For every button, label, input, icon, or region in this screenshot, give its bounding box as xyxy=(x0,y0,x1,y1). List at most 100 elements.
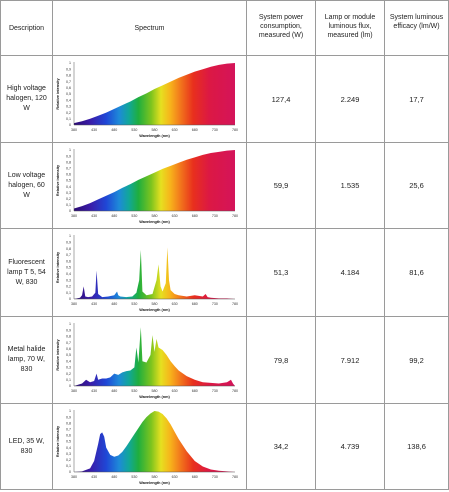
y-tick-label: 0,7 xyxy=(66,167,71,171)
flux-value: 4.739 xyxy=(315,403,385,490)
y-tick-label: 0 xyxy=(69,384,71,388)
x-tick-label: 680 xyxy=(192,389,198,393)
spectrum-cell: 0 0,1 0,2 0,3 0,4 0,5 0,6 0,7 0,8 0,9 1 380 430 480 53… xyxy=(52,316,247,404)
lamp-description: Metal halide lamp, 70 W, 830 xyxy=(0,316,53,404)
power-value: 127,4 xyxy=(246,55,316,143)
x-tick-label: 430 xyxy=(91,128,97,132)
y-tick-label: 0,1 xyxy=(66,203,71,207)
y-tick-label: 0,6 xyxy=(66,86,71,90)
y-tick-label: 0,3 xyxy=(66,278,71,282)
y-axis-title: Relative intensity xyxy=(56,251,60,283)
y-tick-label: 0,7 xyxy=(66,253,71,257)
y-axis-title: Relative intensity xyxy=(56,164,60,196)
lamp-description: Low voltage halogen, 60 W xyxy=(0,142,53,229)
y-tick-label: 0,3 xyxy=(66,191,71,195)
spectrum-cell: 0 0,1 0,2 0,3 0,4 0,5 0,6 0,7 0,8 0,9 1 380 430 480 53… xyxy=(52,55,247,143)
x-tick-label: 780 xyxy=(232,475,238,479)
header-flux: Lamp or module luminous flux, measured (… xyxy=(315,0,385,56)
flux-value: 7.912 xyxy=(315,316,385,404)
x-tick-label: 380 xyxy=(71,389,77,393)
spectrum-chart: 0 0,1 0,2 0,3 0,4 0,5 0,6 0,7 0,8 0,9 1 380 430 480 53… xyxy=(56,234,238,312)
x-tick-label: 380 xyxy=(71,302,77,306)
lamp-description: LED, 35 W, 830 xyxy=(0,403,53,490)
table-header-row: Description Spectrum System power consum… xyxy=(0,0,449,56)
x-tick-label: 380 xyxy=(71,128,77,132)
y-tick-label: 0,9 xyxy=(66,67,71,71)
x-tick-label: 530 xyxy=(131,214,137,218)
y-tick-label: 0,6 xyxy=(66,259,71,263)
x-tick-label: 680 xyxy=(192,214,198,218)
x-axis-title: Wavelength (nm) xyxy=(139,134,170,138)
y-tick-label: 1 xyxy=(69,61,71,65)
x-axis-title: Wavelength (nm) xyxy=(139,220,170,224)
spectrum-area xyxy=(74,150,235,211)
x-tick-label: 480 xyxy=(111,302,117,306)
x-tick-label: 580 xyxy=(152,302,158,306)
y-tick-label: 0,1 xyxy=(66,378,71,382)
efficacy-value: 99,2 xyxy=(384,316,449,404)
x-tick-label: 580 xyxy=(152,214,158,218)
table-row: Low voltage halogen, 60 W 0 0,1 0,2 0,3 0,4 0… xyxy=(0,142,449,229)
y-tick-label: 0,8 xyxy=(66,421,71,425)
power-value: 34,2 xyxy=(246,403,316,490)
y-tick-label: 1 xyxy=(69,234,71,238)
x-axis-title: Wavelength (nm) xyxy=(139,395,170,399)
y-tick-label: 1 xyxy=(69,409,71,413)
y-tick-label: 0,4 xyxy=(66,446,71,450)
y-tick-label: 0,8 xyxy=(66,335,71,339)
power-value: 51,3 xyxy=(246,228,316,317)
y-tick-label: 0,5 xyxy=(66,440,71,444)
x-tick-label: 630 xyxy=(172,475,178,479)
y-tick-label: 0,5 xyxy=(66,179,71,183)
x-tick-label: 630 xyxy=(172,214,178,218)
flux-value: 4.184 xyxy=(315,228,385,317)
x-axis-title: Wavelength (nm) xyxy=(139,308,170,312)
x-tick-label: 780 xyxy=(232,128,238,132)
x-tick-label: 430 xyxy=(91,389,97,393)
x-tick-label: 530 xyxy=(131,389,137,393)
x-tick-label: 580 xyxy=(152,389,158,393)
y-tick-label: 0,1 xyxy=(66,117,71,121)
spectrum-chart: 0 0,1 0,2 0,3 0,4 0,5 0,6 0,7 0,8 0,9 1 380 430 480 53… xyxy=(56,322,238,399)
y-tick-label: 0,4 xyxy=(66,359,71,363)
x-tick-label: 780 xyxy=(232,302,238,306)
x-tick-label: 730 xyxy=(212,128,218,132)
x-tick-label: 730 xyxy=(212,475,218,479)
y-tick-label: 0,2 xyxy=(66,197,71,201)
spectrum-cell: 0 0,1 0,2 0,3 0,4 0,5 0,6 0,7 0,8 0,9 1 380 430 480 53… xyxy=(52,403,247,490)
y-tick-label: 0,4 xyxy=(66,185,71,189)
y-tick-label: 0,4 xyxy=(66,98,71,102)
y-tick-label: 0,6 xyxy=(66,173,71,177)
x-tick-label: 780 xyxy=(232,214,238,218)
header-spectrum: Spectrum xyxy=(52,0,247,56)
x-tick-label: 530 xyxy=(131,128,137,132)
efficacy-value: 25,6 xyxy=(384,142,449,229)
efficacy-value: 138,6 xyxy=(384,403,449,490)
spectrum-chart: 0 0,1 0,2 0,3 0,4 0,5 0,6 0,7 0,8 0,9 1 380 430 480 53… xyxy=(56,61,238,138)
y-tick-label: 0,5 xyxy=(66,353,71,357)
spectrum-area xyxy=(74,327,235,386)
x-tick-label: 780 xyxy=(232,389,238,393)
efficacy-value: 17,7 xyxy=(384,55,449,143)
x-tick-label: 730 xyxy=(212,389,218,393)
spectrum-area xyxy=(74,63,235,125)
x-tick-label: 380 xyxy=(71,475,77,479)
table-row: Metal halide lamp, 70 W, 830 0 0,1 0,2 0,3 0… xyxy=(0,316,449,404)
y-tick-label: 0,2 xyxy=(66,372,71,376)
x-tick-label: 630 xyxy=(172,128,178,132)
y-tick-label: 1 xyxy=(69,322,71,326)
x-tick-label: 430 xyxy=(91,214,97,218)
spectrum-chart: 0 0,1 0,2 0,3 0,4 0,5 0,6 0,7 0,8 0,9 1 380 430 480 53… xyxy=(56,409,238,485)
flux-value: 2.249 xyxy=(315,55,385,143)
y-tick-label: 0,7 xyxy=(66,428,71,432)
table-row: Fluorescent lamp T 5, 54 W, 830 0 0,1 0,2 0… xyxy=(0,228,449,317)
y-tick-label: 0,9 xyxy=(66,415,71,419)
lamp-description: Fluorescent lamp T 5, 54 W, 830 xyxy=(0,228,53,317)
x-axis-title: Wavelength (nm) xyxy=(139,481,170,485)
x-tick-label: 730 xyxy=(212,214,218,218)
efficacy-value: 81,6 xyxy=(384,228,449,317)
y-tick-label: 0,7 xyxy=(66,341,71,345)
spectrum-area xyxy=(74,411,235,472)
